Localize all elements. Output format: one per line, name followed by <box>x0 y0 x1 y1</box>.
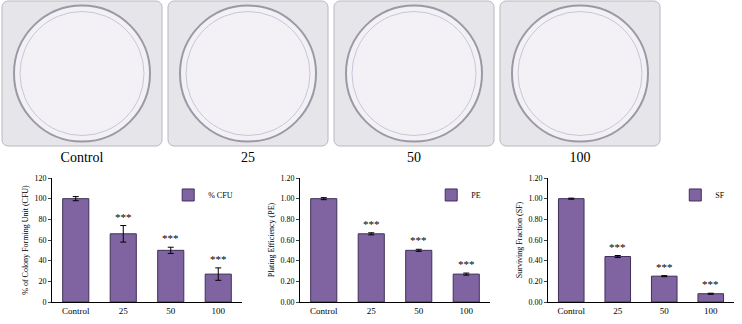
svg-text:0.40: 0.40 <box>280 256 294 265</box>
svg-text:25: 25 <box>241 150 255 165</box>
svg-text:***: *** <box>702 278 719 290</box>
svg-text:1.20: 1.20 <box>280 174 294 183</box>
svg-text:% CFU: % CFU <box>208 191 232 200</box>
svg-text:Control: Control <box>557 306 585 316</box>
svg-text:***: *** <box>210 253 227 265</box>
svg-text:100: 100 <box>460 306 474 316</box>
svg-text:Control: Control <box>61 150 104 165</box>
svg-text:Control: Control <box>310 306 338 316</box>
svg-text:20: 20 <box>38 277 46 286</box>
svg-text:0.60: 0.60 <box>528 236 542 245</box>
svg-text:Control: Control <box>62 306 90 316</box>
svg-text:Surviving Fraction (SF): Surviving Fraction (SF) <box>515 201 524 278</box>
svg-text:1.20: 1.20 <box>528 174 542 183</box>
svg-text:***: *** <box>410 234 427 246</box>
svg-text:***: *** <box>363 218 380 230</box>
svg-text:100: 100 <box>34 194 46 203</box>
svg-text:0.00: 0.00 <box>280 298 294 307</box>
svg-text:100: 100 <box>704 306 718 316</box>
svg-text:PE: PE <box>471 191 480 200</box>
svg-text:0.80: 0.80 <box>528 215 542 224</box>
svg-text:25: 25 <box>613 306 623 316</box>
svg-text:***: *** <box>656 261 673 273</box>
svg-text:40: 40 <box>38 256 46 265</box>
svg-text:SF: SF <box>715 191 724 200</box>
svg-text:120: 120 <box>34 174 46 183</box>
svg-text:0: 0 <box>42 298 46 307</box>
svg-text:0.80: 0.80 <box>280 215 294 224</box>
svg-text:***: *** <box>609 241 626 253</box>
svg-text:50: 50 <box>166 306 176 316</box>
svg-text:0.20: 0.20 <box>528 277 542 286</box>
svg-text:***: *** <box>115 211 132 223</box>
svg-text:80: 80 <box>38 215 46 224</box>
svg-text:***: *** <box>162 232 179 244</box>
svg-text:25: 25 <box>367 306 377 316</box>
svg-text:0.40: 0.40 <box>528 256 542 265</box>
svg-text:25: 25 <box>119 306 129 316</box>
svg-text:0.20: 0.20 <box>280 277 294 286</box>
svg-text:Plating Efficiency (PE): Plating Efficiency (PE) <box>267 202 276 277</box>
svg-text:60: 60 <box>38 236 46 245</box>
svg-text:0.00: 0.00 <box>528 298 542 307</box>
svg-text:0.60: 0.60 <box>280 236 294 245</box>
svg-text:1.00: 1.00 <box>528 194 542 203</box>
svg-text:% of Colony Forming Unit (CFU): % of Colony Forming Unit (CFU) <box>21 185 30 295</box>
svg-text:100: 100 <box>212 306 226 316</box>
svg-text:50: 50 <box>407 150 421 165</box>
svg-text:***: *** <box>458 258 475 270</box>
svg-text:50: 50 <box>414 306 424 316</box>
svg-text:100: 100 <box>570 150 591 165</box>
svg-text:1.00: 1.00 <box>280 194 294 203</box>
svg-text:50: 50 <box>660 306 670 316</box>
